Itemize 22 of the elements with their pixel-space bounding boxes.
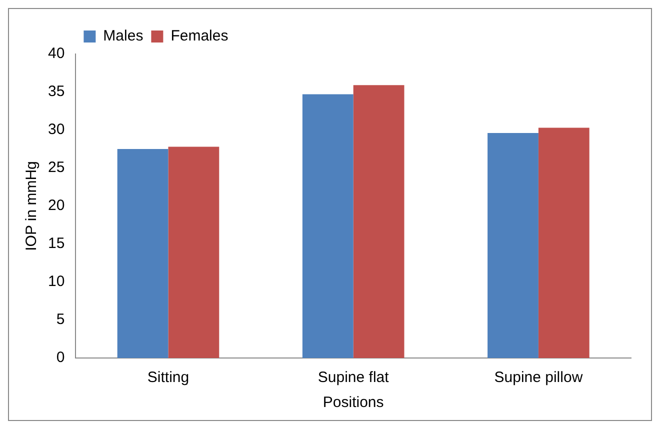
bar xyxy=(538,128,590,358)
y-tick-label: 25 xyxy=(48,159,65,176)
y-tick-label: 0 xyxy=(56,349,65,366)
y-tick-label: 20 xyxy=(48,197,65,214)
y-axis-title: IOP in mmHg xyxy=(23,161,40,251)
bar xyxy=(117,149,168,358)
legend-label: Females xyxy=(170,28,228,45)
y-tick-label: 15 xyxy=(48,235,65,252)
x-tick-label: Supine flat xyxy=(318,369,390,386)
y-tick-label: 30 xyxy=(48,121,65,138)
x-axis-title: Positions xyxy=(322,394,384,412)
bar xyxy=(302,94,354,358)
bar xyxy=(353,85,404,358)
bar xyxy=(488,133,538,358)
y-tick-label: 5 xyxy=(56,311,65,328)
y-tick-label: 35 xyxy=(48,83,65,100)
bar xyxy=(168,146,220,358)
y-tick-label: 10 xyxy=(48,273,65,290)
x-tick-label: Supine pillow xyxy=(494,369,583,386)
y-tick-label: 40 xyxy=(48,45,65,62)
legend-label: Males xyxy=(103,28,144,45)
x-tick-label: Sitting xyxy=(147,369,190,386)
